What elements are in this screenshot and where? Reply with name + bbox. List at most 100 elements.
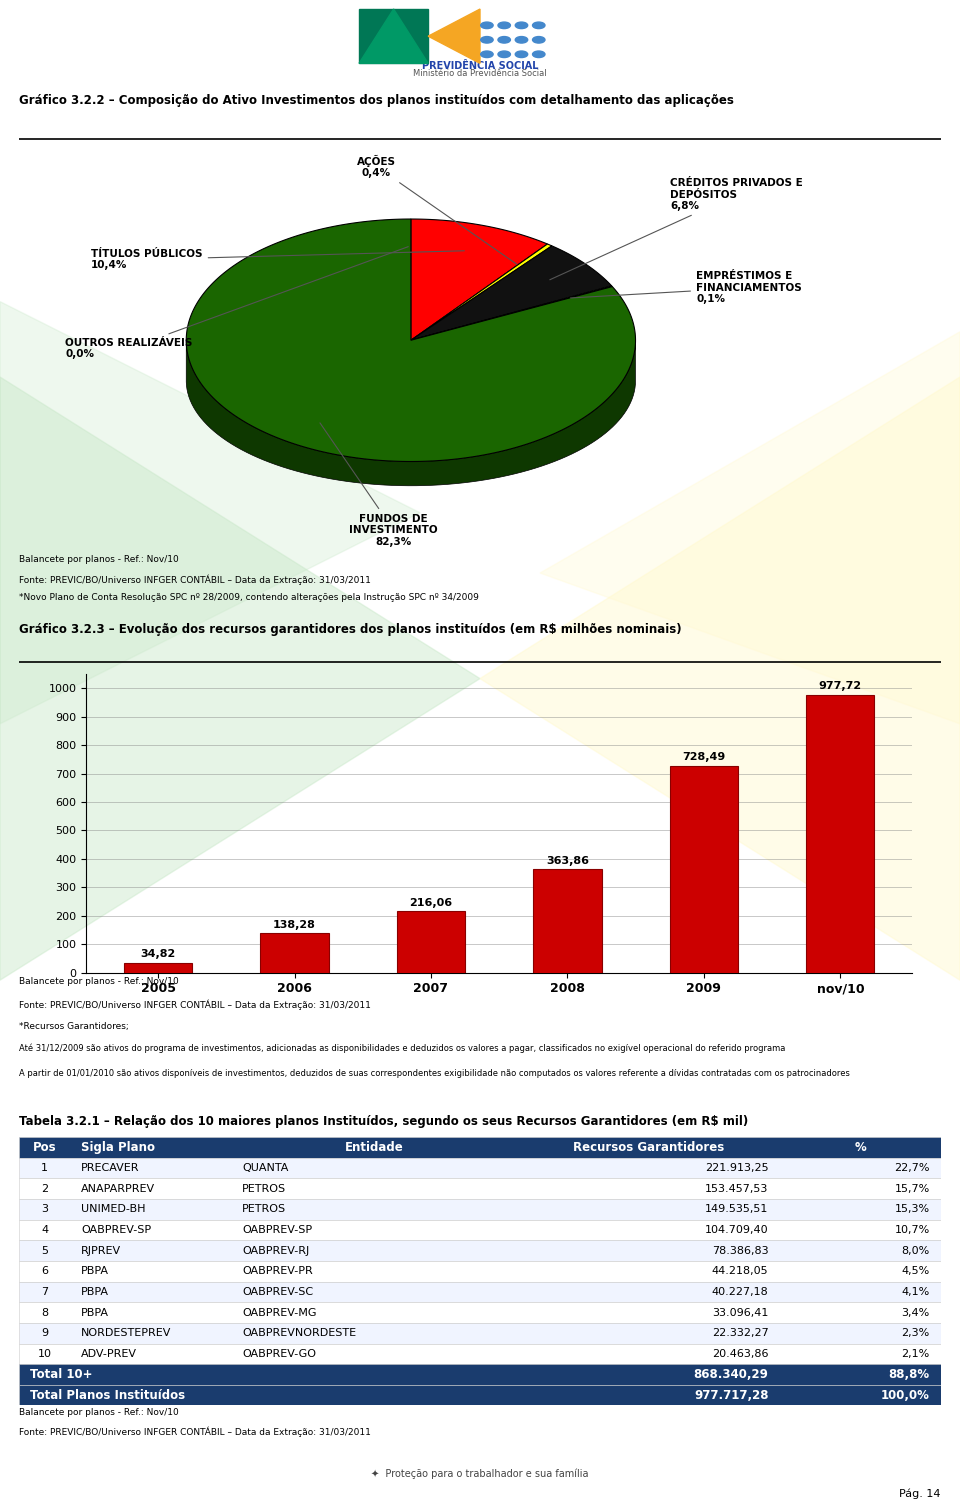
Text: 44.218,05: 44.218,05	[711, 1267, 768, 1276]
FancyBboxPatch shape	[19, 1220, 941, 1240]
Text: TÍTULOS PÚBLICOS
10,4%: TÍTULOS PÚBLICOS 10,4%	[91, 249, 465, 270]
Circle shape	[481, 23, 493, 29]
Text: 88,8%: 88,8%	[889, 1368, 929, 1381]
Text: 8,0%: 8,0%	[901, 1246, 929, 1256]
Text: PETROS: PETROS	[242, 1205, 286, 1214]
Text: PBPA: PBPA	[81, 1286, 108, 1297]
FancyBboxPatch shape	[19, 1261, 941, 1282]
Text: 977,72: 977,72	[819, 682, 862, 691]
Text: 34,82: 34,82	[140, 950, 176, 959]
FancyBboxPatch shape	[19, 1344, 941, 1365]
Text: 3,4%: 3,4%	[901, 1307, 929, 1318]
FancyBboxPatch shape	[19, 1384, 941, 1405]
Text: 100,0%: 100,0%	[881, 1389, 929, 1401]
Text: Recursos Garantidores: Recursos Garantidores	[572, 1142, 724, 1154]
Text: ADV-PREV: ADV-PREV	[81, 1348, 137, 1359]
Text: 2,3%: 2,3%	[901, 1329, 929, 1338]
Text: 20.463,86: 20.463,86	[712, 1348, 768, 1359]
Text: 4,5%: 4,5%	[901, 1267, 929, 1276]
Polygon shape	[0, 302, 420, 724]
Polygon shape	[186, 342, 636, 486]
Text: 9: 9	[41, 1329, 48, 1338]
Polygon shape	[359, 9, 428, 63]
Circle shape	[498, 36, 511, 44]
FancyBboxPatch shape	[19, 1240, 941, 1261]
FancyBboxPatch shape	[19, 1199, 941, 1220]
Text: OABPREV-SC: OABPREV-SC	[242, 1286, 313, 1297]
Text: 22.332,27: 22.332,27	[711, 1329, 768, 1338]
Text: PRECAVER: PRECAVER	[81, 1163, 139, 1173]
Text: Até 31/12/2009 são ativos do programa de investimentos, adicionadas as disponibi: Até 31/12/2009 são ativos do programa de…	[19, 1044, 785, 1054]
Text: Fonte: PREVIC/BO/Universo INFGER CONTÁBIL – Data da Extração: 31/03/2011: Fonte: PREVIC/BO/Universo INFGER CONTÁBI…	[19, 575, 372, 585]
FancyBboxPatch shape	[19, 1323, 941, 1344]
FancyBboxPatch shape	[19, 1282, 941, 1303]
Polygon shape	[411, 246, 612, 341]
Text: Sigla Plano: Sigla Plano	[81, 1142, 155, 1154]
Text: Balancete por planos - Ref.: Nov/10: Balancete por planos - Ref.: Nov/10	[19, 555, 179, 564]
Bar	[670, 766, 738, 973]
Circle shape	[516, 23, 528, 29]
Text: Gráfico 3.2.3 – Evolução dos recursos garantidores dos planos instituídos (em R$: Gráfico 3.2.3 – Evolução dos recursos ga…	[19, 623, 682, 636]
Text: 728,49: 728,49	[683, 752, 726, 762]
Text: 10: 10	[37, 1348, 52, 1359]
Circle shape	[516, 51, 528, 57]
Text: EMPRÉSTIMOS E
FINANCIAMENTOS
0,1%: EMPRÉSTIMOS E FINANCIAMENTOS 0,1%	[570, 271, 802, 305]
Text: OABPREVNORDESTE: OABPREVNORDESTE	[242, 1329, 356, 1338]
Text: ✦  Proteção para o trabalhador e sua família: ✦ Proteção para o trabalhador e sua famí…	[372, 1469, 588, 1479]
Text: Total Planos Instituídos: Total Planos Instituídos	[31, 1389, 185, 1401]
Text: Fonte: PREVIC/BO/Universo INFGER CONTÁBIL – Data da Extração: 31/03/2011: Fonte: PREVIC/BO/Universo INFGER CONTÁBI…	[19, 1427, 372, 1437]
Polygon shape	[428, 9, 480, 63]
Text: 7: 7	[41, 1286, 48, 1297]
Circle shape	[516, 36, 528, 44]
Circle shape	[498, 51, 511, 57]
FancyBboxPatch shape	[19, 1365, 941, 1384]
Text: Balancete por planos - Ref.: Nov/10: Balancete por planos - Ref.: Nov/10	[19, 977, 179, 986]
Text: OABPREV-GO: OABPREV-GO	[242, 1348, 316, 1359]
Polygon shape	[540, 332, 960, 724]
Text: Pág. 14: Pág. 14	[900, 1488, 941, 1499]
Polygon shape	[411, 287, 612, 341]
Text: 33.096,41: 33.096,41	[712, 1307, 768, 1318]
Text: Pos: Pos	[33, 1142, 57, 1154]
Polygon shape	[0, 377, 480, 980]
Circle shape	[533, 23, 545, 29]
Bar	[260, 933, 328, 973]
Text: PREVIDÊNCIA SOCIAL: PREVIDÊNCIA SOCIAL	[421, 60, 539, 71]
Text: %: %	[854, 1142, 866, 1154]
Text: 149.535,51: 149.535,51	[705, 1205, 768, 1214]
Text: Fonte: PREVIC/BO/Universo INFGER CONTÁBIL – Data da Extração: 31/03/2011: Fonte: PREVIC/BO/Universo INFGER CONTÁBI…	[19, 1000, 372, 1010]
Text: 22,7%: 22,7%	[895, 1163, 929, 1173]
Text: 4,1%: 4,1%	[901, 1286, 929, 1297]
Text: 104.709,40: 104.709,40	[705, 1224, 768, 1235]
Text: RJPREV: RJPREV	[81, 1246, 121, 1256]
Text: CRÉDITOS PRIVADOS E
DEPÓSITOS
6,8%: CRÉDITOS PRIVADOS E DEPÓSITOS 6,8%	[550, 178, 803, 280]
Text: Ministério da Previdência Social: Ministério da Previdência Social	[413, 69, 547, 78]
Text: Total 10+: Total 10+	[31, 1368, 93, 1381]
Polygon shape	[359, 9, 428, 63]
Circle shape	[481, 51, 493, 57]
Text: 153.457,53: 153.457,53	[705, 1184, 768, 1194]
Circle shape	[533, 36, 545, 44]
Bar	[124, 962, 192, 973]
Text: 363,86: 363,86	[546, 855, 588, 866]
Text: OABPREV-PR: OABPREV-PR	[242, 1267, 313, 1276]
Text: 216,06: 216,06	[409, 897, 452, 908]
Text: AÇÕES
0,4%: AÇÕES 0,4%	[357, 155, 516, 264]
Text: 15,3%: 15,3%	[895, 1205, 929, 1214]
Circle shape	[533, 51, 545, 57]
Text: 78.386,83: 78.386,83	[711, 1246, 768, 1256]
Text: 221.913,25: 221.913,25	[705, 1163, 768, 1173]
Text: OABPREV-MG: OABPREV-MG	[242, 1307, 317, 1318]
Polygon shape	[411, 219, 547, 341]
Circle shape	[498, 23, 511, 29]
Text: *Recursos Garantidores;: *Recursos Garantidores;	[19, 1022, 129, 1030]
Text: ANAPARPREV: ANAPARPREV	[81, 1184, 156, 1194]
Text: 8: 8	[41, 1307, 48, 1318]
Text: 3: 3	[41, 1205, 48, 1214]
Text: FUNDOS DE
INVESTIMENTO
82,3%: FUNDOS DE INVESTIMENTO 82,3%	[320, 422, 438, 547]
FancyBboxPatch shape	[19, 1137, 941, 1158]
Text: 138,28: 138,28	[273, 920, 316, 930]
Text: A partir de 01/01/2010 são ativos disponíveis de investimentos, deduzidos de sua: A partir de 01/01/2010 são ativos dispon…	[19, 1069, 850, 1078]
Text: Tabela 3.2.1 – Relação dos 10 maiores planos Instituídos, segundo os seus Recurs: Tabela 3.2.1 – Relação dos 10 maiores pl…	[19, 1116, 749, 1128]
Text: 977.717,28: 977.717,28	[694, 1389, 768, 1401]
